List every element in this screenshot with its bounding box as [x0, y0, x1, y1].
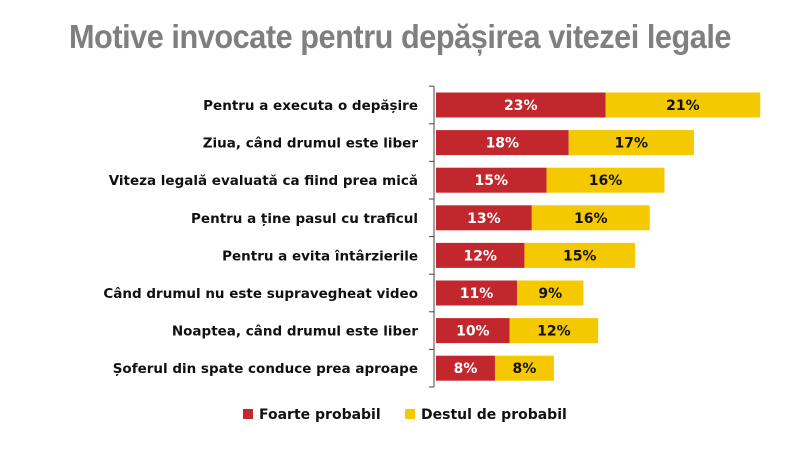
data-label: 15% [563, 248, 597, 264]
category-label: Pentru a evita întârzierile [222, 248, 418, 264]
legend-swatch [243, 409, 253, 419]
bar-foarte-probabil [436, 92, 606, 118]
bar-foarte-probabil [436, 167, 547, 193]
category-label: Pentru a ține pasul cu traficul [191, 211, 418, 227]
data-label: 15% [475, 173, 509, 189]
bar-foarte-probabil [436, 355, 495, 381]
bar-destul-de-probabil [546, 167, 665, 193]
category-label: Când drumul nu este supravegheat video [103, 286, 418, 302]
bar-foarte-probabil [436, 318, 510, 344]
data-label: 17% [615, 136, 649, 152]
category-label: Noaptea, când drumul este liber [172, 324, 418, 340]
data-label: 8% [513, 361, 537, 377]
bar-destul-de-probabil [494, 355, 554, 381]
data-label: 10% [456, 324, 490, 340]
category-label: Ziua, când drumul este liber [203, 136, 419, 152]
bar-destul-de-probabil [605, 92, 761, 118]
legend-swatch [405, 409, 415, 419]
data-label: 23% [504, 98, 538, 114]
data-label: 8% [454, 361, 478, 377]
bar-destul-de-probabil [568, 130, 694, 156]
data-label: 12% [537, 324, 571, 340]
bar-destul-de-probabil [531, 205, 650, 231]
category-label: Pentru a executa o depășire [203, 98, 418, 114]
data-label: 21% [666, 98, 700, 114]
bar-destul-de-probabil [517, 280, 584, 306]
category-label: Viteza legală evaluată ca fiind prea mic… [109, 173, 418, 189]
bar-foarte-probabil [436, 205, 532, 231]
chart-title: Motive invocate pentru depășirea vitezei… [68, 18, 732, 55]
legend-label: Foarte probabil [259, 407, 381, 423]
bar-destul-de-probabil [509, 318, 599, 344]
data-label: 13% [467, 211, 501, 227]
bar-foarte-probabil [436, 280, 518, 306]
data-label: 12% [463, 248, 497, 264]
bar-destul-de-probabil [524, 242, 635, 268]
bar-foarte-probabil [436, 130, 569, 156]
data-label: 16% [589, 173, 623, 189]
legend-label: Destul de probabil [421, 407, 567, 423]
data-label: 9% [538, 286, 562, 302]
data-label: 16% [574, 211, 608, 227]
bar-foarte-probabil [436, 242, 525, 268]
data-label: 11% [460, 286, 494, 302]
data-label: 18% [486, 136, 520, 152]
category-label: Șoferul din spate conduce prea aproape [113, 361, 418, 377]
